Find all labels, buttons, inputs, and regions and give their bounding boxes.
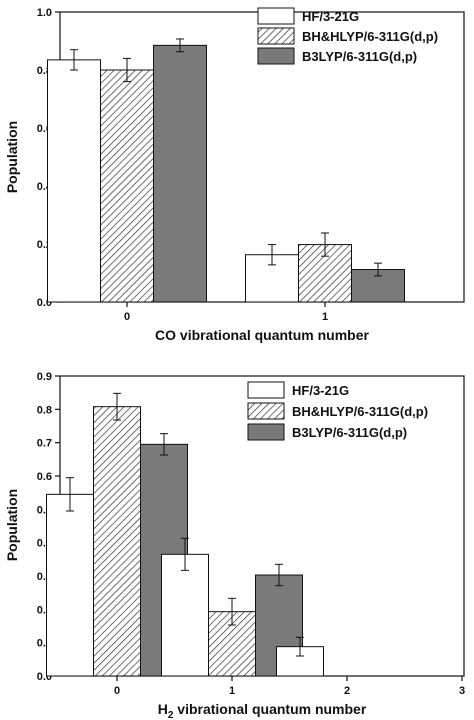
h2-x-axis-title-main: H — [158, 701, 168, 717]
co-legend: HF/3-21G BH&HLYP/6-311G(d,p) B3LYP/6-311G(… — [257, 7, 438, 65]
bar — [161, 553, 209, 677]
y-tick-label: 1.0 — [37, 7, 52, 19]
legend-label: HF/3-21G — [302, 9, 359, 24]
co-x-axis-title: CO vibrational quantum number — [155, 327, 369, 343]
x-tick-label: 1 — [229, 685, 235, 697]
legend-swatch — [257, 47, 295, 65]
legend-label: HF/3-21G — [292, 383, 349, 398]
legend-swatch — [247, 402, 285, 420]
h2-y-axis-title: Population — [4, 489, 20, 561]
h2-x-ticks: 0 1 2 3 — [114, 676, 465, 697]
y-tick-label: 0.8 — [37, 404, 52, 416]
bar — [100, 69, 154, 303]
y-tick-label: 0.9 — [37, 371, 52, 383]
legend-label: BH&HLYP/6-311G(d,p) — [292, 404, 428, 419]
h2-x-axis-title-rest: vibrational quantum number — [173, 701, 366, 717]
y-tick-label: 0.6 — [37, 471, 52, 483]
legend-swatch — [247, 423, 285, 441]
bar — [47, 59, 101, 303]
co-y-axis-title: Population — [4, 121, 20, 193]
legend-label: BH&HLYP/6-311G(d,p) — [302, 29, 438, 44]
x-tick-label: 0 — [114, 685, 120, 697]
legend-label: B3LYP/6-311G(d,p) — [302, 49, 417, 64]
x-tick-label: 2 — [344, 685, 350, 697]
x-tick-label: 0 — [124, 311, 130, 323]
bar — [46, 493, 94, 677]
h2-legend: HF/3-21G BH&HLYP/6-311G(d,p) B3LYP/6-311G(… — [247, 381, 428, 441]
bar — [153, 44, 207, 303]
legend-swatch — [257, 7, 295, 25]
bar — [93, 406, 141, 677]
y-tick-label: 0.7 — [37, 438, 52, 450]
legend-swatch — [257, 27, 295, 45]
x-tick-label: 3 — [459, 685, 465, 697]
co-bars — [47, 38, 405, 303]
h2-bars — [46, 392, 324, 677]
legend-swatch — [247, 381, 285, 399]
x-tick-label: 1 — [322, 311, 328, 323]
legend-label: B3LYP/6-311G(d,p) — [292, 425, 407, 440]
h2-x-axis-title-sub: 2 — [168, 710, 174, 720]
h2-x-axis-title: H2 vibrational quantum number — [158, 701, 367, 720]
